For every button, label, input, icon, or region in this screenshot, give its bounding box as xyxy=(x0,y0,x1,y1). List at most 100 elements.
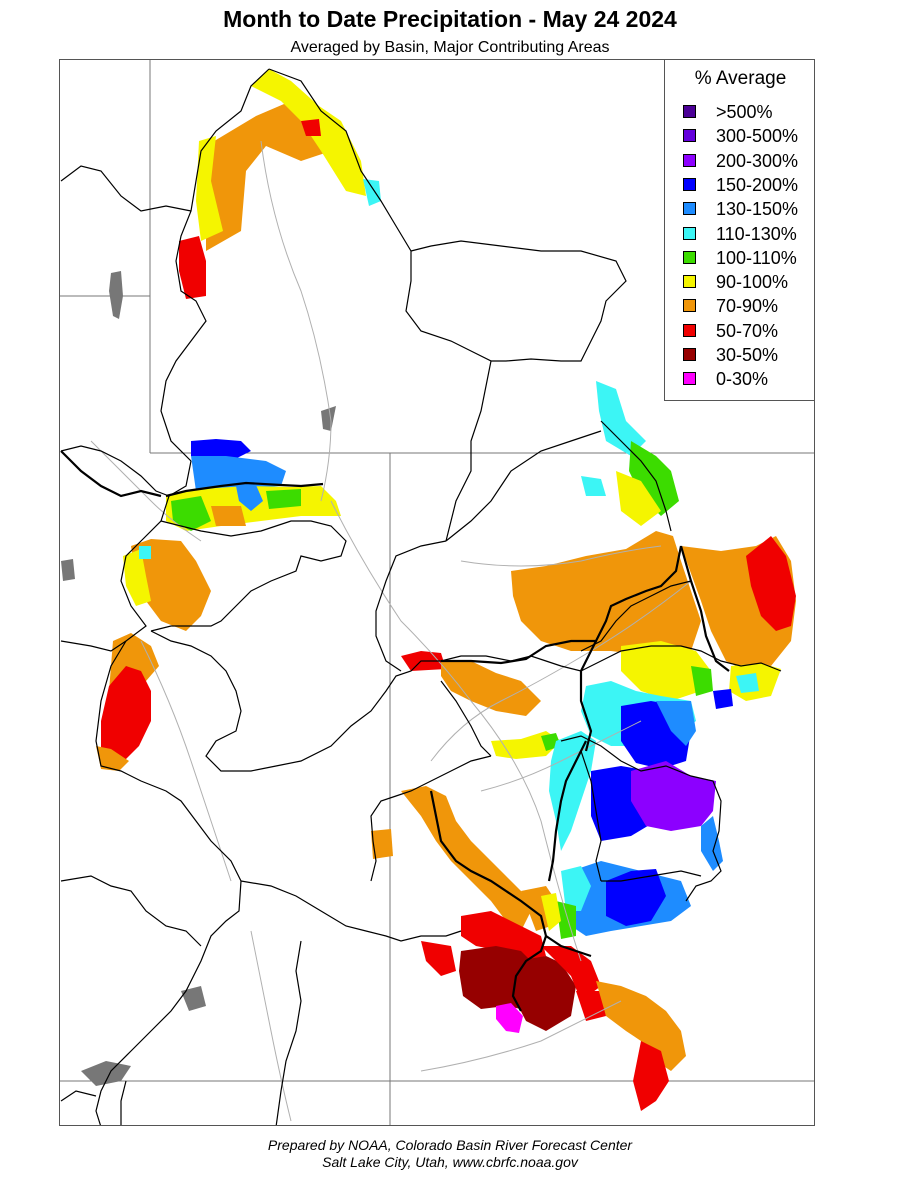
legend-label: >500% xyxy=(716,102,773,122)
legend-title: % Average xyxy=(694,68,787,89)
legend-item: 90-100% xyxy=(683,272,813,292)
major-basin-boundaries xyxy=(60,450,730,1012)
major-boundary xyxy=(679,545,730,672)
precip-area xyxy=(461,911,546,961)
basin-outline xyxy=(150,520,347,632)
basin-outline xyxy=(160,68,270,462)
river xyxy=(90,440,202,542)
basin-outline xyxy=(120,1080,127,1125)
major-boundary xyxy=(511,935,548,1012)
basin-outline xyxy=(150,630,441,772)
legend-item: >500% xyxy=(683,102,813,122)
legend-label: 50-70% xyxy=(716,320,779,341)
precip-area xyxy=(496,1003,523,1033)
precip-area xyxy=(606,869,666,926)
state-borders xyxy=(60,60,814,1125)
precip-area xyxy=(511,531,701,656)
basin-outlines xyxy=(60,68,782,1125)
major-boundary xyxy=(545,935,592,958)
legend-swatch xyxy=(683,348,696,361)
basin-outline xyxy=(440,655,582,672)
river xyxy=(260,140,332,502)
precip-area xyxy=(561,866,591,911)
legend-item: 0-30% xyxy=(683,369,813,389)
precip-area xyxy=(123,549,151,606)
precip-area xyxy=(171,496,211,531)
precip-area xyxy=(96,746,129,771)
basin-outline xyxy=(370,755,492,882)
precip-area xyxy=(191,456,286,491)
precip-area xyxy=(421,941,456,976)
lake xyxy=(321,406,336,431)
precip-area xyxy=(401,786,531,931)
precip-area xyxy=(701,816,723,871)
precip-area xyxy=(691,666,713,696)
legend-swatch xyxy=(683,275,696,289)
basin-outline xyxy=(60,165,192,212)
legend-item: 300-500% xyxy=(683,126,813,146)
legend-swatch xyxy=(683,177,696,191)
footer-credit: Prepared by NOAA, Colorado Basin River F… xyxy=(267,1137,633,1153)
precip-area xyxy=(656,701,696,746)
river xyxy=(250,930,292,1122)
precip-area xyxy=(441,661,541,716)
precip-area xyxy=(251,69,366,196)
legend-label: 90-100% xyxy=(716,272,789,293)
basin-outline xyxy=(375,540,447,672)
lake xyxy=(109,271,123,319)
legend-swatch xyxy=(683,202,696,216)
legend-item: 100-110% xyxy=(683,248,813,268)
basin-outline xyxy=(600,420,672,532)
major-boundary xyxy=(165,481,324,498)
lake xyxy=(181,986,206,1011)
basin-outline xyxy=(440,680,492,757)
basin-outline xyxy=(601,870,702,882)
major-boundary xyxy=(441,545,683,665)
legend-label: 0-30% xyxy=(716,369,769,390)
basin-outline xyxy=(445,430,602,542)
precip-area xyxy=(266,489,301,509)
precip-area xyxy=(196,136,223,241)
precip-area xyxy=(596,381,646,456)
river xyxy=(480,720,642,792)
legend-item: 30-50% xyxy=(683,345,813,365)
basin-outline xyxy=(60,445,170,497)
legend-label: 130-150% xyxy=(716,199,799,220)
precip-area xyxy=(206,101,331,251)
precip-area xyxy=(736,673,759,693)
major-boundary xyxy=(429,790,548,937)
legend-swatch xyxy=(683,323,696,337)
legend-label: 30-50% xyxy=(716,345,779,365)
legend-label: 110-130% xyxy=(716,223,797,244)
legend-label: 150-200% xyxy=(716,174,799,195)
precip-area xyxy=(541,946,601,1001)
precip-area xyxy=(236,485,263,511)
legend-label: 70-90% xyxy=(716,296,779,317)
precip-area xyxy=(211,506,246,526)
precip-area xyxy=(581,476,606,496)
major-boundary xyxy=(579,640,597,752)
precip-area xyxy=(616,471,661,526)
basin-outline xyxy=(580,750,602,882)
legend-swatch xyxy=(683,250,696,264)
legend-swatch xyxy=(683,226,696,240)
lake xyxy=(61,559,75,581)
legend: % Average >500% 300-500% 200-300% 150-200% 1… xyxy=(664,59,815,401)
precip-area xyxy=(596,981,686,1071)
major-boundary xyxy=(547,740,587,882)
footer-location: Salt Lake City, Utah, www.cbrfc.noaa.gov xyxy=(322,1154,578,1170)
river xyxy=(460,545,662,567)
basin-outline xyxy=(60,640,127,652)
precip-area xyxy=(541,893,561,931)
precip-area xyxy=(633,1041,669,1111)
basin-outline xyxy=(95,460,242,1125)
basin-outline xyxy=(268,68,492,542)
legend-swatch xyxy=(683,105,696,118)
precip-area xyxy=(139,546,151,559)
precip-area xyxy=(101,666,151,761)
precip-area xyxy=(301,119,321,136)
basin-outline xyxy=(580,645,782,672)
legend-item: 50-70% xyxy=(683,321,813,341)
rivers xyxy=(90,140,692,1122)
legend-swatch xyxy=(683,129,696,143)
